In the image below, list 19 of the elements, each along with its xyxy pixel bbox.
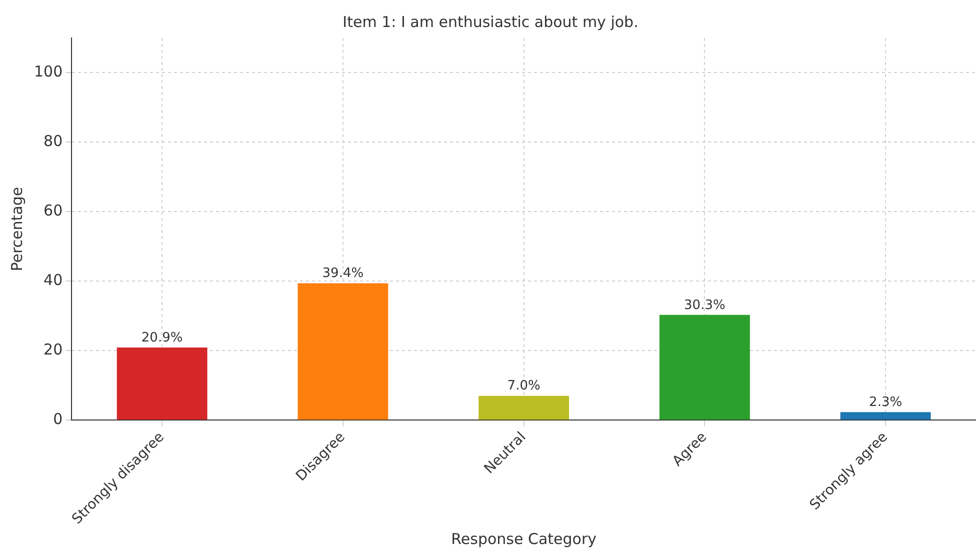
x-axis-title: Response Category <box>451 530 597 548</box>
data-label: 39.4% <box>322 266 364 282</box>
y-tick-label: 0 <box>53 410 63 428</box>
y-tick-label: 80 <box>44 132 63 150</box>
y-tick-label: 20 <box>44 340 63 359</box>
bar <box>840 412 931 420</box>
bar <box>116 348 208 420</box>
y-tick-label: 100 <box>34 62 63 81</box>
bar <box>659 314 750 420</box>
data-label: 7.0% <box>507 378 540 394</box>
y-tick-label: 40 <box>44 271 63 290</box>
data-label: 20.9% <box>141 330 183 346</box>
data-label: 2.3% <box>869 395 902 410</box>
bar <box>478 396 570 420</box>
data-label: 30.3% <box>684 298 726 313</box>
bar <box>298 283 388 420</box>
y-axis-title: Percentage <box>8 186 26 272</box>
y-tick-label: 60 <box>44 202 63 220</box>
chart-title: Item 1: I am enthusiastic about my job. <box>342 12 638 31</box>
